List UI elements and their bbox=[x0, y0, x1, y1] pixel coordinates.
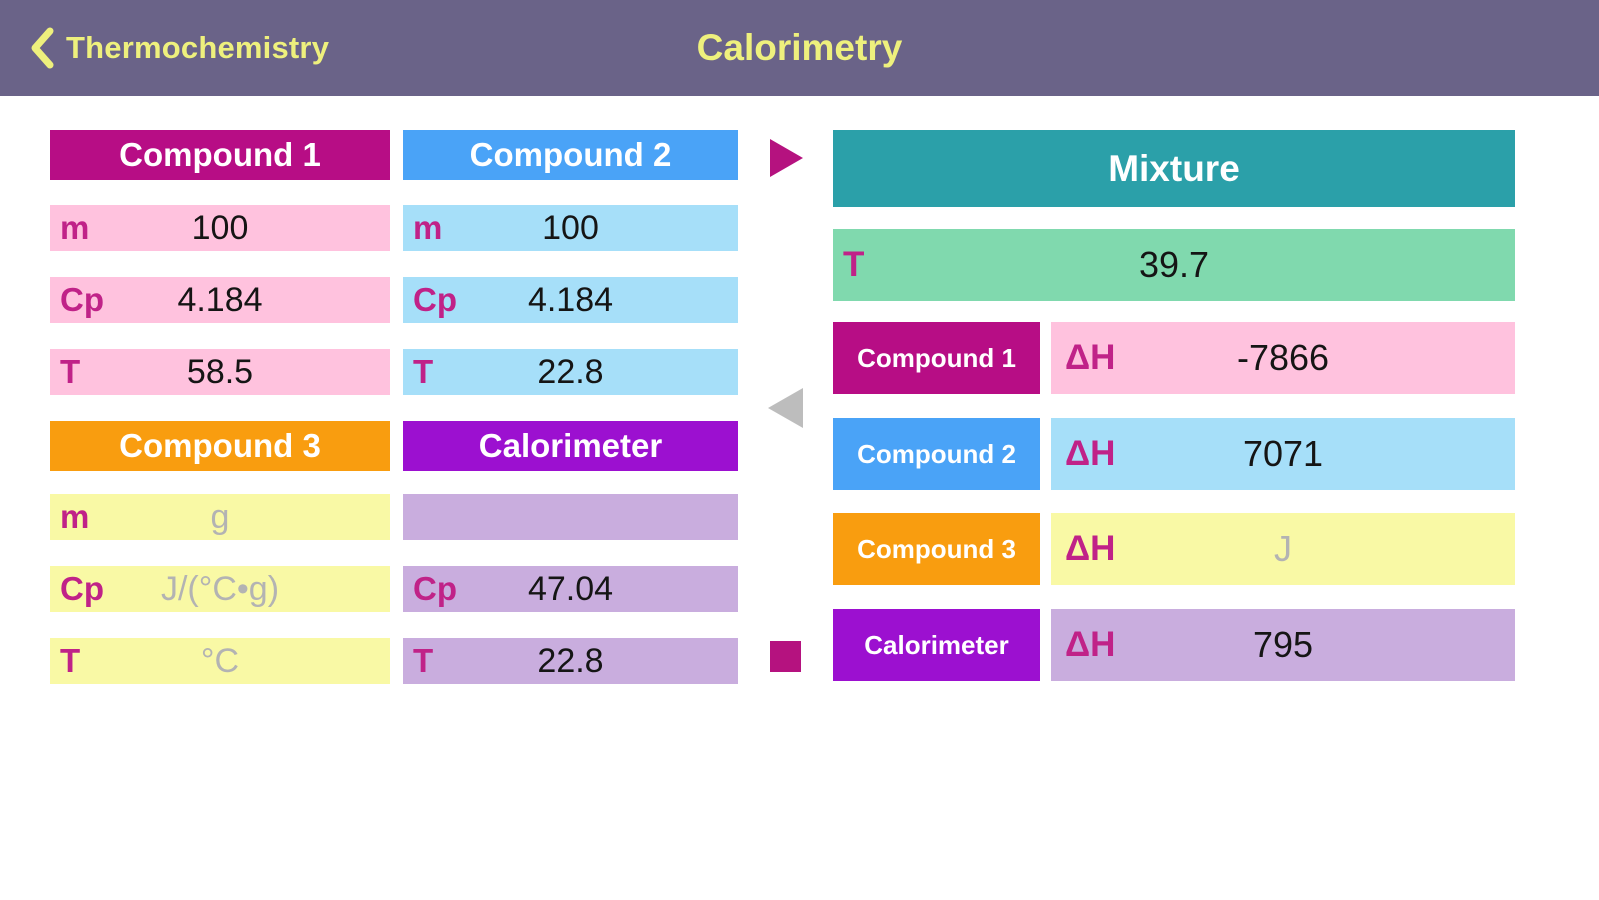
compound3-cp-label: Cp bbox=[60, 570, 104, 607]
compound1-cp-value: 4.184 bbox=[177, 280, 263, 319]
back-chevron-icon bbox=[28, 26, 56, 70]
mixture-compound1-dh-value: -7866 bbox=[1236, 337, 1330, 378]
compound3-temp-field[interactable]: T °C bbox=[50, 638, 390, 684]
play-icon[interactable] bbox=[770, 139, 803, 177]
compound1-mass-label: m bbox=[60, 209, 90, 246]
compound1-cp-field[interactable]: Cp 4.184 bbox=[50, 277, 390, 323]
compound2-temp-field[interactable]: T 22.8 bbox=[403, 349, 738, 395]
mixture-temp-field[interactable]: T 39.7 bbox=[833, 229, 1515, 301]
navigation-bar: Thermochemistry Calorimetry bbox=[0, 0, 1599, 96]
compound3-cp-field[interactable]: Cp J/(°C•g) bbox=[50, 566, 390, 612]
calorimeter-temp-value: 22.8 bbox=[537, 641, 604, 680]
compound2-temp-value: 22.8 bbox=[537, 352, 604, 391]
compound3-header: Compound 3 bbox=[50, 421, 390, 471]
mixture-compound2-dh-field[interactable]: ΔH 7071 bbox=[1051, 418, 1515, 490]
compound3-temp-label: T bbox=[60, 642, 81, 679]
compound3-mass-placeholder: g bbox=[210, 497, 230, 536]
mixture-compound3-dh-placeholder: J bbox=[1274, 528, 1292, 569]
mixture-compound1-dh-field[interactable]: ΔH -7866 bbox=[1051, 322, 1515, 394]
compound1-mass-value: 100 bbox=[191, 208, 249, 247]
mixture-calorimeter-badge: Calorimeter bbox=[833, 609, 1040, 681]
calorimeter-temp-label: T bbox=[413, 642, 434, 679]
mixture-compound1-badge: Compound 1 bbox=[833, 322, 1040, 394]
compound2-mass-value: 100 bbox=[542, 208, 599, 247]
stop-square-icon[interactable] bbox=[770, 641, 801, 672]
reverse-triangle-icon[interactable] bbox=[768, 388, 803, 428]
compound3-temp-placeholder: °C bbox=[200, 641, 240, 680]
compound3-mass-label: m bbox=[60, 498, 90, 535]
calorimeter-temp-field[interactable]: T 22.8 bbox=[403, 638, 738, 684]
mixture-compound1-dh-label: ΔH bbox=[1065, 338, 1116, 377]
mixture-compound3-dh-label: ΔH bbox=[1065, 529, 1116, 568]
mixture-compound3-dh-field[interactable]: ΔH J bbox=[1051, 513, 1515, 585]
mixture-compound2-badge: Compound 2 bbox=[833, 418, 1040, 490]
compound2-temp-label: T bbox=[413, 353, 434, 390]
mixture-calorimeter-dh-field[interactable]: ΔH 795 bbox=[1051, 609, 1515, 681]
compound2-cp-field[interactable]: Cp 4.184 bbox=[403, 277, 738, 323]
compound1-temp-value: 58.5 bbox=[186, 352, 254, 391]
mixture-header: Mixture bbox=[833, 130, 1515, 207]
compound2-header: Compound 2 bbox=[403, 130, 738, 180]
mixture-compound3-badge: Compound 3 bbox=[833, 513, 1040, 585]
mixture-calorimeter-dh-label: ΔH bbox=[1065, 625, 1116, 664]
compound2-mass-label: m bbox=[413, 209, 443, 246]
mixture-temp-label: T bbox=[843, 245, 865, 284]
calorimeter-empty-field bbox=[403, 494, 738, 540]
compound2-mass-field[interactable]: m 100 bbox=[403, 205, 738, 251]
compound2-cp-value: 4.184 bbox=[527, 280, 614, 319]
mixture-compound2-dh-label: ΔH bbox=[1065, 434, 1116, 473]
mixture-calorimeter-dh-value: 795 bbox=[1252, 624, 1314, 665]
compound1-cp-label: Cp bbox=[60, 281, 104, 318]
mixture-temp-value: 39.7 bbox=[1138, 244, 1210, 285]
calorimeter-cp-field[interactable]: Cp 47.04 bbox=[403, 566, 738, 612]
back-button-label: Thermochemistry bbox=[66, 30, 330, 65]
back-button[interactable]: Thermochemistry bbox=[28, 0, 329, 96]
page-title: Calorimetry bbox=[696, 27, 903, 68]
compound1-temp-field[interactable]: T 58.5 bbox=[50, 349, 390, 395]
calorimeter-cp-value: 47.04 bbox=[527, 569, 614, 608]
compound1-header: Compound 1 bbox=[50, 130, 390, 180]
calorimeter-cp-label: Cp bbox=[413, 570, 457, 607]
compound3-mass-field[interactable]: m g bbox=[50, 494, 390, 540]
compound1-temp-label: T bbox=[60, 353, 81, 390]
calorimeter-header: Calorimeter bbox=[403, 421, 738, 471]
compound1-mass-field[interactable]: m 100 bbox=[50, 205, 390, 251]
compound2-cp-label: Cp bbox=[413, 281, 457, 318]
compound3-cp-placeholder: J/(°C•g) bbox=[160, 569, 280, 608]
mixture-compound2-dh-value: 7071 bbox=[1242, 433, 1324, 474]
